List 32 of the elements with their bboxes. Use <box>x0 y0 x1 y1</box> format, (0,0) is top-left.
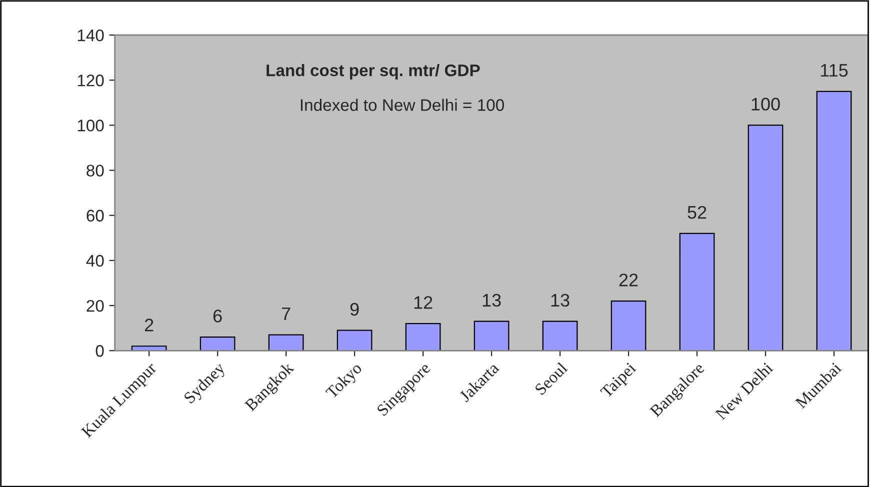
data-label: 52 <box>688 206 706 219</box>
y-tick-label: 140 <box>78 29 104 42</box>
bar <box>679 232 715 351</box>
bar <box>200 336 236 351</box>
y-tick-label: 40 <box>86 254 104 267</box>
y-tick-label: 0 <box>96 345 104 357</box>
data-label: 22 <box>619 274 638 286</box>
bar <box>268 334 304 351</box>
bar <box>336 330 372 351</box>
data-label: 12 <box>414 296 432 309</box>
bar <box>474 320 510 351</box>
data-label: 100 <box>752 98 780 111</box>
bar <box>816 90 852 351</box>
data-label: 115 <box>820 64 848 77</box>
data-label: 6 <box>213 310 222 322</box>
data-label: 2 <box>144 318 154 332</box>
data-label: 13 <box>482 294 501 307</box>
data-label: 9 <box>350 302 359 316</box>
text: Land cost per sq. mtr/ GDP <box>266 64 480 80</box>
bar <box>405 323 441 351</box>
text: Indexed to New Delhi = 100 <box>300 98 504 111</box>
bar <box>131 346 167 351</box>
y-tick-label: 120 <box>78 74 104 86</box>
y-tick-label: 80 <box>86 164 104 177</box>
bar <box>610 300 646 351</box>
bar <box>542 320 578 351</box>
y-tick-label: 100 <box>78 120 104 132</box>
y-tick-label: 20 <box>86 300 104 312</box>
data-label: 7 <box>282 308 290 320</box>
data-label: 13 <box>551 294 570 307</box>
bar <box>748 124 784 351</box>
y-tick-label: 60 <box>86 210 104 222</box>
